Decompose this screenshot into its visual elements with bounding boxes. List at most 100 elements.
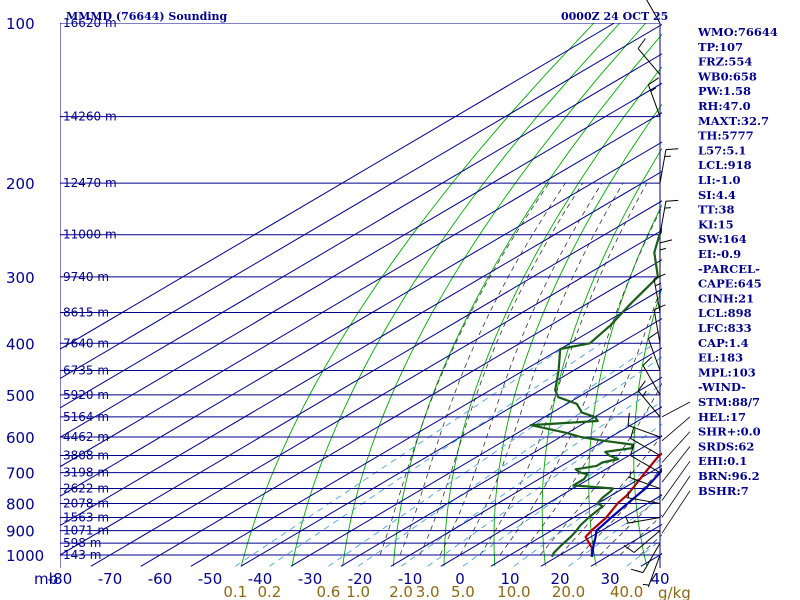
dry-adiabat-line — [633, 286, 662, 567]
wind-index-connector — [661, 490, 691, 534]
mixing-ratio-line — [328, 342, 656, 567]
moist-adiabat-line — [379, 182, 550, 556]
wind-index-connector — [661, 475, 691, 518]
index-value: SW:164 — [698, 232, 747, 246]
mixing-ratio-line — [357, 356, 662, 567]
isobars — [60, 23, 661, 568]
temperature-tick-label: -40 — [248, 570, 273, 588]
wind-barb — [653, 304, 666, 344]
profile-line-1 — [529, 227, 662, 558]
moist-adiabat-line — [439, 182, 603, 556]
index-value: TT:38 — [698, 203, 735, 217]
mixing-ratio-line — [427, 400, 662, 567]
wind-barb — [630, 426, 661, 456]
temperature-tick-label: -10 — [398, 570, 423, 588]
background-lines — [60, 23, 800, 568]
chart-time: 0000Z 24 OCT 25 — [561, 10, 668, 23]
mixing-ratio-line — [513, 457, 662, 567]
moist-adiabat-line — [519, 284, 662, 556]
wind-barbs — [623, 0, 691, 588]
mixing-ratio-label: 0.6 — [316, 583, 340, 600]
isotherm-line — [60, 23, 662, 380]
temperature-tick-label: -60 — [148, 570, 173, 588]
index-value: KI:15 — [698, 217, 734, 231]
index-value: SRDS:62 — [698, 439, 754, 453]
temperature-tick-label: -80 — [48, 570, 73, 588]
index-value: FRZ:554 — [698, 55, 752, 69]
isotherm-line — [60, 112, 662, 468]
index-value: SHR+:0.0 — [698, 425, 761, 439]
chart-header: MMMD (76644) Sounding 0000Z 24 OCT 25 — [66, 10, 668, 23]
temperature-tick-label: 20 — [550, 570, 569, 588]
index-value: L57:5.1 — [698, 143, 746, 157]
isotherm-line — [60, 141, 662, 497]
mixing-ratio-label: 20.0 — [552, 583, 585, 600]
index-value: LCL:898 — [698, 306, 752, 320]
mixing-ratio-unit-label: g/kg — [658, 584, 691, 600]
wind-index-connector — [661, 416, 691, 442]
pressure-tick-label: 700 — [6, 465, 35, 483]
index-value: STM:88/7 — [698, 395, 760, 409]
index-value: CAP:1.4 — [698, 336, 749, 350]
dry-adiabat-line — [761, 23, 800, 566]
mixing-ratio-line — [568, 496, 662, 567]
index-value: -WIND- — [698, 380, 746, 394]
temperature-tick-label: 10 — [500, 570, 519, 588]
pressure-tick-label: 500 — [6, 387, 35, 405]
height-label: 11000 m — [63, 228, 117, 242]
isotherm-line — [60, 200, 662, 556]
pressure-tick-label: 200 — [6, 175, 35, 193]
index-value: WB0:658 — [697, 69, 757, 83]
mixing-ratio-label: 2.0 — [389, 583, 413, 600]
pressure-tick-label: 900 — [6, 523, 35, 541]
isotherm-line — [60, 53, 662, 409]
pressure-tick-label: 1000 — [6, 547, 44, 565]
wind-barb — [627, 471, 661, 490]
wind-barb — [647, 331, 661, 371]
index-value: EI:-0.9 — [698, 247, 741, 261]
pressure-tick-label: 100 — [6, 15, 35, 33]
temperature-tick-label: -50 — [198, 570, 223, 588]
index-value: EHI:0.1 — [698, 454, 747, 468]
mixing-ratio-label: 10.0 — [497, 583, 530, 600]
height-label: 4462 m — [63, 430, 109, 444]
height-label: 598 m — [63, 536, 101, 550]
moist-adiabat-line — [399, 182, 566, 556]
index-value: MPL:103 — [698, 365, 756, 379]
index-value: BRN:96.2 — [698, 469, 760, 483]
temperature-tick-label: -20 — [348, 570, 373, 588]
wind-index-connector — [661, 446, 691, 483]
mixing-ratio-label: 1.0 — [346, 583, 370, 600]
wind-barb — [627, 412, 661, 438]
height-label: 2622 m — [63, 482, 109, 496]
index-value: LCL:918 — [698, 158, 752, 172]
index-value: BSHR:7 — [698, 484, 749, 498]
profile-lines — [529, 227, 662, 558]
dry-adiabat-line — [392, 33, 662, 567]
wind-barb — [647, 77, 661, 117]
mixing-ratio-label: 3.0 — [416, 583, 440, 600]
temperature-tick-label: 0 — [455, 570, 465, 588]
index-value: -PARCEL- — [698, 262, 760, 276]
index-value: CINH:21 — [698, 291, 754, 305]
wind-barb — [637, 38, 661, 75]
wind-index-connector — [661, 431, 691, 463]
moist-adiabat-line — [579, 467, 662, 556]
height-label: 1563 m — [63, 510, 109, 524]
index-value: LI:-1.0 — [698, 173, 741, 187]
index-value: TH:5777 — [698, 129, 754, 143]
height-label: 14260 m — [63, 110, 117, 124]
wind-barb — [637, 380, 661, 418]
wind-barb — [630, 443, 661, 474]
dry-adiabat-line — [541, 147, 662, 567]
profile-line-0 — [584, 452, 662, 557]
moist-adiabat-line — [419, 182, 584, 556]
height-label: 16620 m — [63, 16, 117, 30]
temperature-tick-label: -70 — [98, 570, 123, 588]
temperature-tick-label: -30 — [298, 570, 323, 588]
chart-title: MMMD (76644) Sounding — [66, 10, 228, 23]
isotherm-line — [60, 82, 662, 438]
height-label: 12470 m — [63, 176, 117, 190]
wind-barb — [623, 530, 661, 553]
wind-barb — [625, 516, 661, 524]
